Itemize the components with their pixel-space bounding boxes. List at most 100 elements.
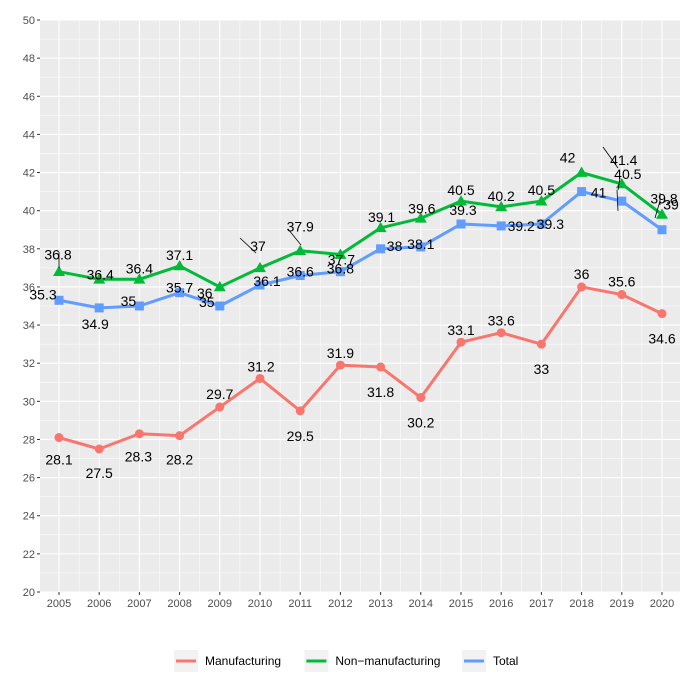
y-tick-label: 40 [23, 206, 35, 218]
data-label-manufacturing-2014: 30.2 [407, 415, 434, 431]
x-tick-label: 2011 [288, 598, 312, 610]
point-manufacturing-2006 [94, 444, 104, 454]
point-non-manufacturing-2010 [254, 261, 266, 273]
data-label-total-2013: 38 [387, 238, 403, 254]
data-label-total-2009: 35 [199, 294, 215, 310]
label-leader-line [239, 237, 257, 254]
y-tick-label: 26 [23, 473, 35, 485]
data-label-non-manufacturing-2015: 40.5 [447, 182, 474, 198]
x-tick-label: 2010 [248, 598, 272, 610]
point-total-2016 [496, 221, 506, 231]
data-label-total-2016: 39.2 [508, 218, 535, 234]
point-non-manufacturing-2016 [495, 200, 508, 212]
data-label-total-2011: 36.6 [287, 263, 314, 279]
point-total-2011 [295, 270, 305, 280]
data-label-manufacturing-2016: 33.6 [488, 313, 515, 329]
data-label-non-manufacturing-2005: 36.8 [44, 247, 71, 263]
point-total-2019 [617, 196, 627, 206]
y-tick-label: 24 [23, 511, 35, 523]
data-label-non-manufacturing-2016: 40.2 [488, 188, 515, 204]
data-label-non-manufacturing-2019: 41.4 [610, 152, 637, 168]
series-line-manufacturing [58, 285, 663, 451]
point-total-2012 [335, 267, 345, 277]
data-label-total-2010: 36.1 [253, 273, 280, 289]
y-tick-label: 38 [23, 244, 35, 256]
label-leader-line [654, 200, 661, 219]
x-tick-label: 2019 [610, 598, 634, 610]
data-label-non-manufacturing-2013: 39.1 [368, 209, 395, 225]
data-label-manufacturing-2015: 33.1 [447, 322, 474, 338]
point-manufacturing-2005 [54, 433, 64, 443]
data-label-non-manufacturing-2014: 39.6 [408, 200, 435, 216]
point-non-manufacturing-2009 [213, 280, 226, 292]
data-label-manufacturing-2017: 33 [534, 361, 550, 377]
point-total-2013 [376, 244, 386, 254]
data-label-non-manufacturing-2006: 36.4 [87, 266, 114, 282]
point-non-manufacturing-2020 [656, 208, 668, 219]
legend-label-total: Total [493, 654, 518, 668]
series-lines [58, 171, 663, 451]
data-label-manufacturing-2018: 36 [574, 266, 590, 282]
data-label-total-2008: 35.7 [166, 280, 193, 296]
label-leader-line [602, 146, 619, 169]
data-label-non-manufacturing-2011: 37.9 [287, 219, 314, 235]
point-non-manufacturing-2013 [374, 221, 387, 233]
series-markers [53, 166, 668, 454]
data-label-manufacturing-2013: 31.8 [367, 384, 394, 400]
y-tick-label: 32 [23, 358, 35, 370]
data-label-manufacturing-2008: 28.2 [166, 452, 193, 468]
data-label-total-2017: 39.3 [537, 216, 564, 232]
label-leader-line [287, 228, 302, 246]
point-manufacturing-2008 [175, 431, 185, 441]
x-tick-label: 2020 [650, 598, 674, 610]
x-tick-label: 2014 [409, 598, 433, 610]
data-label-total-2019: 40.5 [614, 166, 641, 182]
point-non-manufacturing-2011 [294, 244, 307, 256]
x-tick-label: 2007 [127, 598, 151, 610]
point-total-2005 [54, 295, 64, 305]
data-label-manufacturing-2007: 28.3 [125, 449, 152, 465]
y-tick-label: 22 [23, 549, 35, 561]
point-total-2018 [577, 187, 587, 197]
point-manufacturing-2012 [335, 360, 345, 370]
point-manufacturing-2020 [657, 309, 667, 319]
data-label-total-2015: 39.3 [449, 202, 476, 218]
point-non-manufacturing-2015 [455, 195, 467, 206]
data-label-non-manufacturing-2012: 37.7 [328, 252, 355, 268]
label-leader-line [617, 177, 621, 191]
y-tick-label: 30 [23, 396, 35, 408]
point-non-manufacturing-2017 [535, 195, 548, 206]
point-manufacturing-2007 [134, 429, 144, 439]
x-tick-label: 2009 [208, 598, 232, 610]
point-manufacturing-2011 [295, 406, 305, 416]
point-total-2014 [416, 242, 426, 252]
y-tick-label: 34 [23, 320, 35, 332]
x-tick-label: 2006 [87, 598, 111, 610]
y-tick-label: 36 [23, 282, 35, 294]
y-axis: 20 22 24 26 28 30 32 34 36 38 40 42 44 46 48 50 [23, 15, 40, 599]
point-non-manufacturing-2014 [414, 212, 427, 223]
legend: Manufacturing Non−manufacturing Total [174, 650, 518, 672]
data-label-total-2006: 34.9 [82, 316, 109, 332]
x-tick-label: 2017 [529, 598, 553, 610]
point-total-2017 [536, 219, 546, 229]
data-label-non-manufacturing-2010: 37 [250, 238, 266, 254]
data-label-non-manufacturing-2020: 39.8 [650, 190, 677, 206]
point-non-manufacturing-2005 [53, 265, 65, 276]
minor-gridlines [40, 20, 680, 592]
point-manufacturing-2019 [617, 290, 627, 300]
data-label-manufacturing-2012: 31.9 [327, 345, 354, 361]
data-label-total-2020: 39 [663, 197, 679, 213]
point-total-2007 [134, 301, 144, 311]
point-total-2020 [657, 225, 667, 235]
point-non-manufacturing-2008 [173, 259, 186, 271]
x-tick-label: 2018 [569, 598, 593, 610]
x-tick-label: 2012 [328, 598, 352, 610]
x-tick-label: 2015 [449, 598, 473, 610]
x-tick-label: 2008 [167, 598, 191, 610]
point-manufacturing-2018 [577, 282, 587, 292]
x-tick-label: 2016 [489, 598, 513, 610]
data-label-non-manufacturing-2008: 37.1 [166, 247, 193, 263]
y-tick-label: 44 [23, 129, 35, 141]
